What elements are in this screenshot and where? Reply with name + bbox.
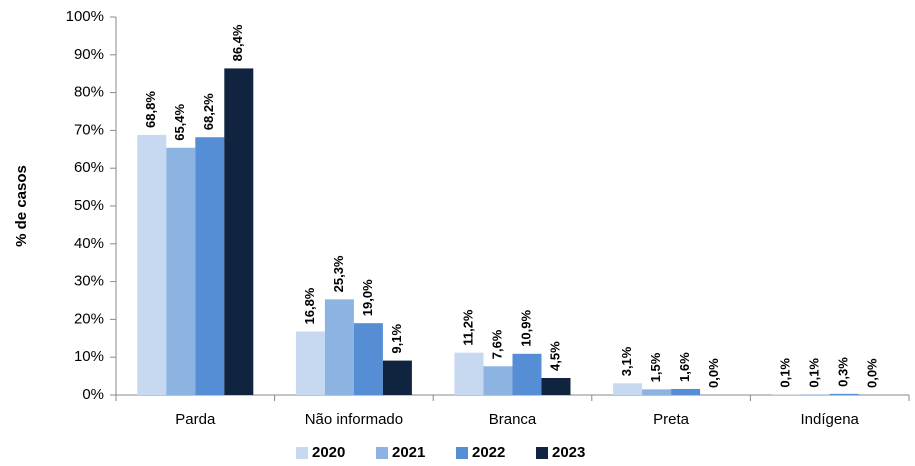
value-label: 0,3% <box>836 357 851 387</box>
value-label: 4,5% <box>547 341 562 371</box>
bar <box>613 383 643 395</box>
bar <box>295 331 325 395</box>
legend-label: 2020 <box>312 444 345 461</box>
legend-label: 2022 <box>472 444 505 461</box>
value-label: 0,1% <box>807 358 822 388</box>
bar <box>353 323 383 395</box>
x-tick-label: Branca <box>489 411 537 428</box>
value-label: 25,3% <box>331 255 346 292</box>
legend-label: 2021 <box>392 444 425 461</box>
y-tick-label: 80% <box>74 84 104 101</box>
value-label: 9,1% <box>389 324 404 354</box>
y-tick-label: 50% <box>74 197 104 214</box>
value-label: 68,8% <box>143 91 158 128</box>
bar <box>137 134 167 395</box>
x-tick-label: Preta <box>653 411 690 428</box>
y-tick-label: 20% <box>74 310 104 327</box>
bar <box>195 137 225 396</box>
y-tick-label: 60% <box>74 159 104 176</box>
value-label: 3,1% <box>619 346 634 376</box>
value-label: 0,0% <box>706 358 721 388</box>
bar <box>483 366 513 395</box>
value-label: 1,6% <box>677 352 692 382</box>
y-tick-label: 10% <box>74 348 104 365</box>
value-label: 16,8% <box>302 287 317 324</box>
y-tick-label: 40% <box>74 235 104 252</box>
x-tick-label: Parda <box>175 411 216 428</box>
value-label: 19,0% <box>360 279 375 316</box>
y-tick-label: 70% <box>74 121 104 138</box>
bar <box>671 388 701 395</box>
legend-swatch <box>456 447 468 459</box>
legend-label: 2023 <box>552 444 585 461</box>
bar <box>382 360 412 395</box>
bar <box>829 393 859 395</box>
y-tick-label: 0% <box>82 386 104 403</box>
legend-swatch <box>536 447 548 459</box>
value-label: 68,2% <box>201 93 216 130</box>
y-axis-label: % de casos <box>13 165 30 247</box>
value-label: 65,4% <box>172 103 187 140</box>
legend-swatch <box>376 447 388 459</box>
legend-swatch <box>296 447 308 459</box>
bar <box>324 299 354 395</box>
bar <box>512 353 542 395</box>
value-label: 10,9% <box>518 309 533 346</box>
value-label: 11,2% <box>460 309 475 346</box>
bar <box>454 352 484 395</box>
bar <box>166 147 196 395</box>
value-label: 0,0% <box>865 358 880 388</box>
x-tick-label: Não informado <box>305 411 403 428</box>
bar <box>642 389 672 395</box>
value-label: 0,1% <box>778 358 793 388</box>
bar <box>541 377 571 395</box>
value-label: 7,6% <box>489 329 504 359</box>
y-tick-label: 100% <box>66 8 104 25</box>
value-label: 1,5% <box>648 352 663 382</box>
y-tick-label: 30% <box>74 273 104 290</box>
value-label: 86,4% <box>230 24 245 61</box>
y-tick-label: 90% <box>74 46 104 63</box>
bar <box>224 68 254 396</box>
x-tick-label: Indígena <box>801 411 860 428</box>
